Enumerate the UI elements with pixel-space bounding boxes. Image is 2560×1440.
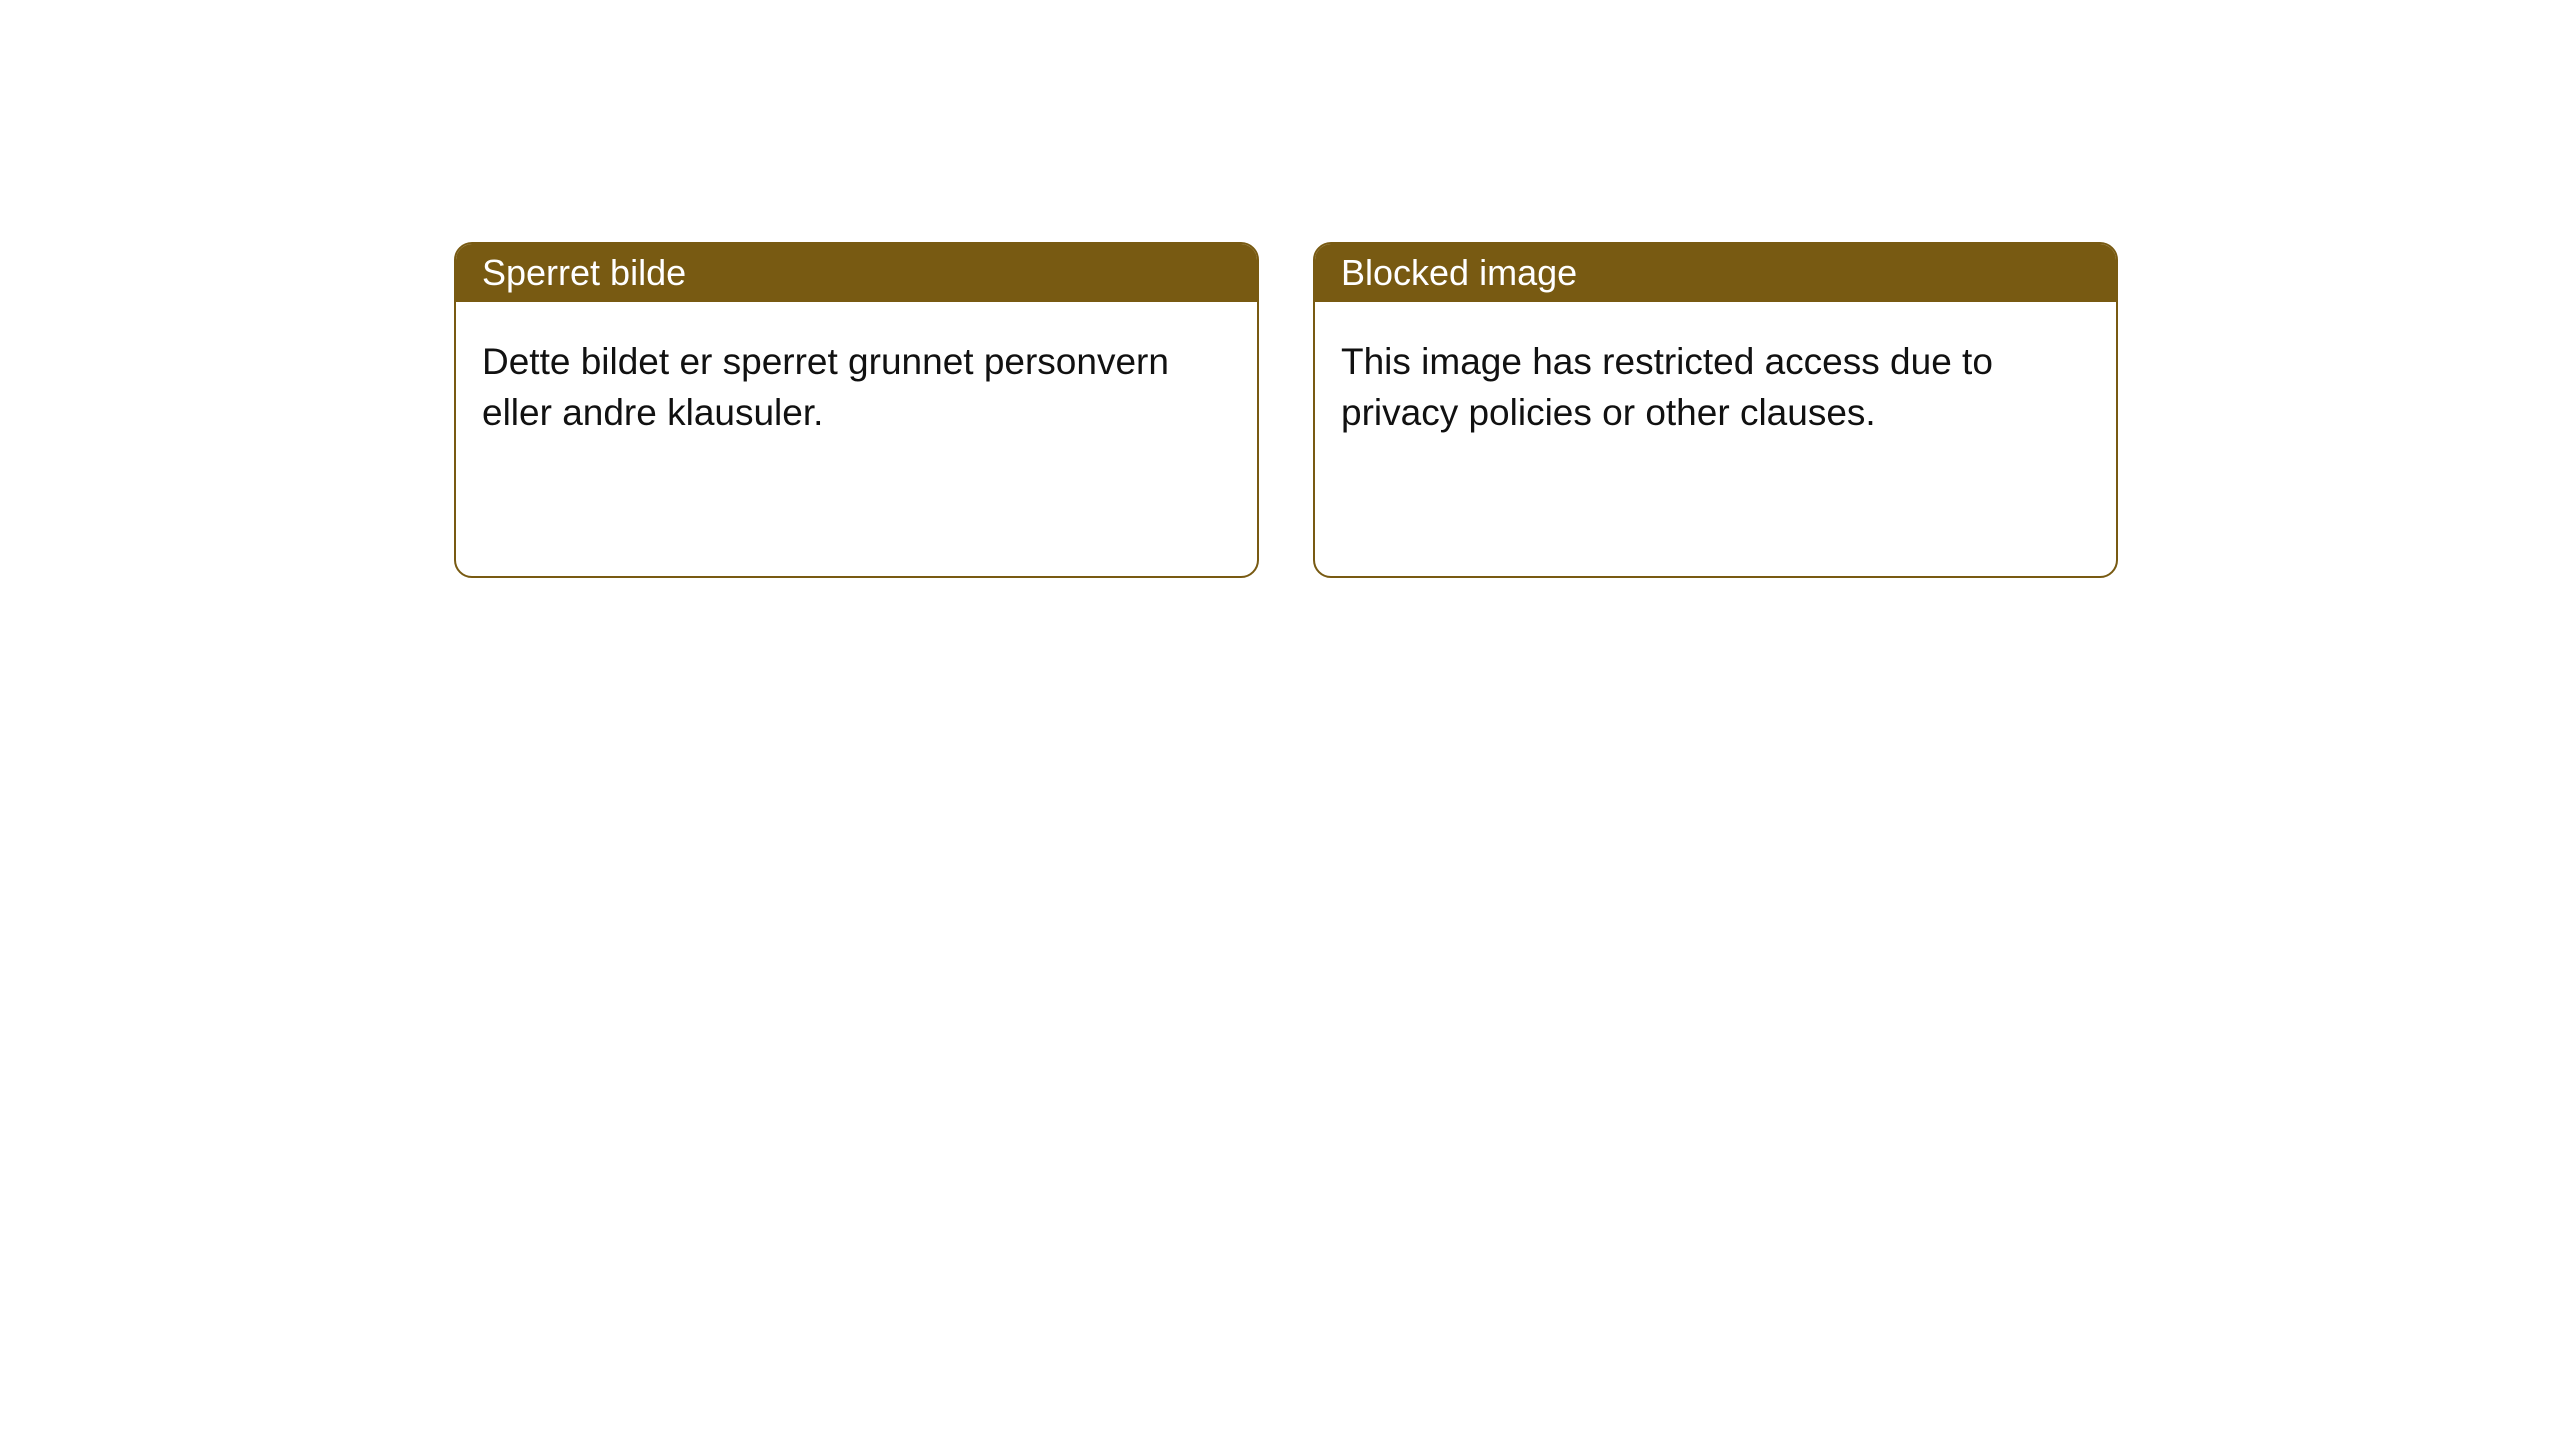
notice-body: This image has restricted access due to … (1315, 302, 2116, 472)
notice-body: Dette bildet er sperret grunnet personve… (456, 302, 1257, 472)
notice-message: This image has restricted access due to … (1341, 341, 1993, 433)
notice-card-english: Blocked image This image has restricted … (1313, 242, 2118, 578)
notice-card-norwegian: Sperret bilde Dette bildet er sperret gr… (454, 242, 1259, 578)
notice-container: Sperret bilde Dette bildet er sperret gr… (0, 0, 2560, 578)
notice-header: Sperret bilde (456, 244, 1257, 302)
notice-message: Dette bildet er sperret grunnet personve… (482, 341, 1169, 433)
notice-title: Blocked image (1341, 252, 1577, 294)
notice-header: Blocked image (1315, 244, 2116, 302)
notice-title: Sperret bilde (482, 252, 686, 294)
